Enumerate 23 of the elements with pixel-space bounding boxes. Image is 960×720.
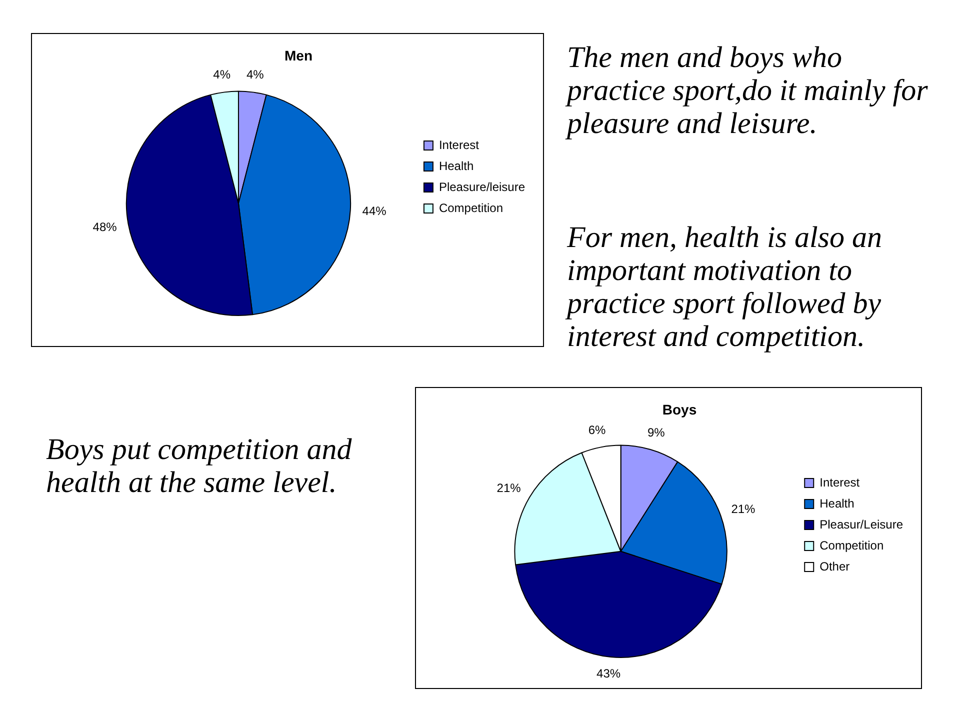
chart-title: Boys xyxy=(662,401,697,418)
legend-label: Interest xyxy=(820,475,860,490)
legend-label: Health xyxy=(820,496,854,510)
data-label: 48% xyxy=(92,220,118,234)
legend-label: Health xyxy=(438,158,474,173)
data-label: 4% xyxy=(213,68,231,82)
data-label: 21% xyxy=(731,502,756,516)
legend-label: Competition xyxy=(438,200,503,215)
data-label: 44% xyxy=(362,204,387,218)
data-label: 21% xyxy=(496,481,522,496)
data-label: 4% xyxy=(246,68,264,82)
legend-label: Other xyxy=(820,559,850,574)
chart-title: Men xyxy=(284,47,312,64)
data-label: 43% xyxy=(596,666,621,680)
data-label: 6% xyxy=(588,422,606,437)
legend-label: Pleasur/Leisure xyxy=(820,517,904,532)
text: The men and boys who practice sport,do it mainly for pleasure and leisure. xyxy=(567,41,929,140)
legend-label: Competition xyxy=(820,538,884,552)
legend-label: Pleasure/leisure xyxy=(438,180,526,194)
data-label: 9% xyxy=(648,426,666,440)
legend-label: Interest xyxy=(438,138,480,152)
text: Boys put competition and health at the same level. xyxy=(46,433,353,499)
text: For men, health is also an important motivation to practice sport followed by interest and competition. xyxy=(567,221,883,353)
